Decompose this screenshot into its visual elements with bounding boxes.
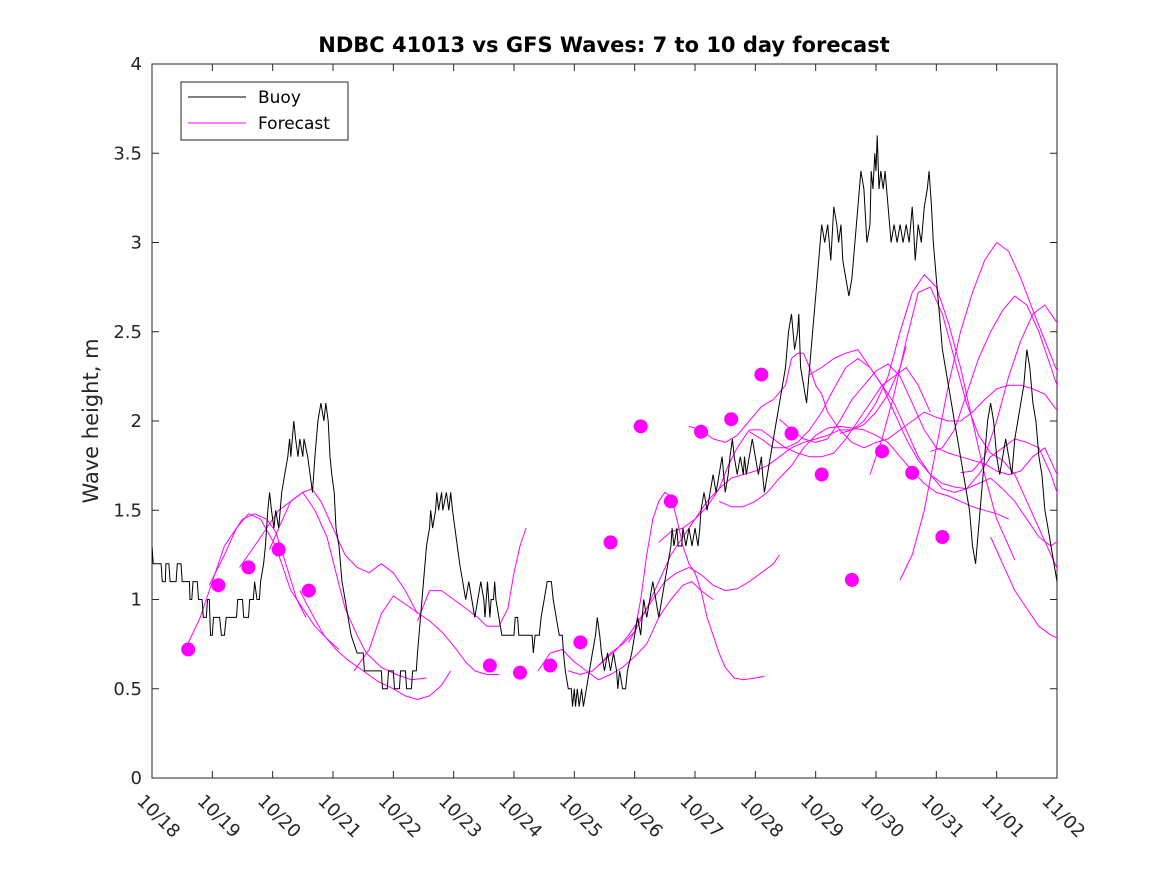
forecast-marker — [633, 419, 648, 434]
forecast-marker — [301, 583, 316, 598]
forecast-marker — [211, 578, 226, 593]
forecast-line — [568, 554, 780, 675]
buoy-line — [152, 135, 1057, 707]
forecast-markers — [181, 367, 950, 680]
x-tick-label: 10/21 — [313, 791, 365, 843]
x-tick-label: 10/26 — [615, 791, 667, 843]
forecast-line — [990, 536, 1057, 639]
y-tick-label: 1.5 — [113, 500, 142, 521]
forecast-line — [658, 367, 931, 543]
x-tick-label: 10/25 — [555, 791, 607, 843]
x-tick-label: 11/01 — [977, 791, 1029, 843]
forecast-line — [839, 274, 1016, 561]
forecast-line — [688, 352, 1057, 449]
forecast-line — [869, 286, 1057, 570]
forecast-line — [779, 363, 1057, 477]
forecast-marker — [271, 542, 286, 557]
legend-forecast-label: Forecast — [258, 114, 330, 134]
forecast-marker — [935, 530, 950, 545]
buoy-series — [152, 135, 1057, 707]
x-tick-label: 10/31 — [917, 791, 969, 843]
forecast-marker — [724, 412, 739, 427]
x-tick-label: 10/18 — [132, 791, 184, 843]
forecast-line — [718, 425, 1009, 520]
forecast-line — [299, 590, 452, 700]
forecast-marker — [754, 367, 769, 382]
y-tick-label: 1 — [131, 590, 142, 611]
chart-title: NDBC 41013 vs GFS Waves: 7 to 10 day for… — [318, 33, 889, 57]
y-tick-label: 0 — [131, 768, 142, 789]
forecast-marker — [181, 642, 196, 657]
forecast-line — [960, 304, 1057, 474]
x-tick-label: 10/22 — [374, 791, 426, 843]
forecast-line — [930, 295, 1057, 452]
y-tick-label: 0.5 — [113, 679, 142, 700]
y-tick-label: 2 — [131, 411, 142, 432]
y-tick-label: 2.5 — [113, 322, 142, 343]
x-tick-label: 10/29 — [796, 791, 848, 843]
forecast-line — [899, 242, 1057, 581]
forecast-marker — [482, 658, 497, 673]
y-axis: 0 0.5 1 1.5 2 2.5 3 3.5 4 — [113, 54, 1057, 789]
forecast-line — [184, 513, 307, 650]
x-tick-label: 10/24 — [494, 791, 546, 843]
forecast-marker — [694, 424, 709, 439]
forecast-marker — [241, 560, 256, 575]
forecast-marker — [784, 426, 799, 441]
forecast-line — [749, 358, 1057, 547]
forecast-line — [353, 595, 499, 675]
x-tick-label: 10/28 — [736, 791, 788, 843]
legend-box — [180, 81, 349, 141]
forecast-line — [598, 345, 907, 666]
forecast-marker — [663, 494, 678, 509]
y-tick-label: 3.5 — [113, 143, 142, 164]
forecast-line — [809, 349, 1057, 495]
forecast-series — [184, 242, 1057, 700]
x-tick-label: 11/02 — [1037, 791, 1089, 843]
forecast-marker — [603, 535, 618, 550]
forecast-line — [537, 581, 714, 681]
forecast-line — [417, 527, 527, 627]
legend-buoy-label: Buoy — [258, 88, 301, 108]
y-tick-label: 4 — [131, 54, 142, 75]
forecast-marker — [573, 635, 588, 650]
forecast-line — [628, 491, 765, 681]
forecast-marker — [513, 665, 528, 680]
forecast-marker — [543, 658, 558, 673]
x-tick-label: 10/23 — [434, 791, 486, 843]
forecast-marker — [905, 465, 920, 480]
y-axis-label: Wave height, m — [79, 338, 103, 503]
legend: Buoy Forecast — [180, 81, 349, 141]
x-tick-label: 10/27 — [675, 791, 727, 843]
forecast-marker — [875, 444, 890, 459]
y-tick-label: 3 — [131, 233, 142, 254]
x-tick-label: 10/19 — [193, 791, 245, 843]
x-tick-label: 10/30 — [856, 791, 908, 843]
x-tick-label: 10/20 — [253, 791, 305, 843]
forecast-marker — [814, 467, 829, 482]
forecast-marker — [844, 572, 859, 587]
